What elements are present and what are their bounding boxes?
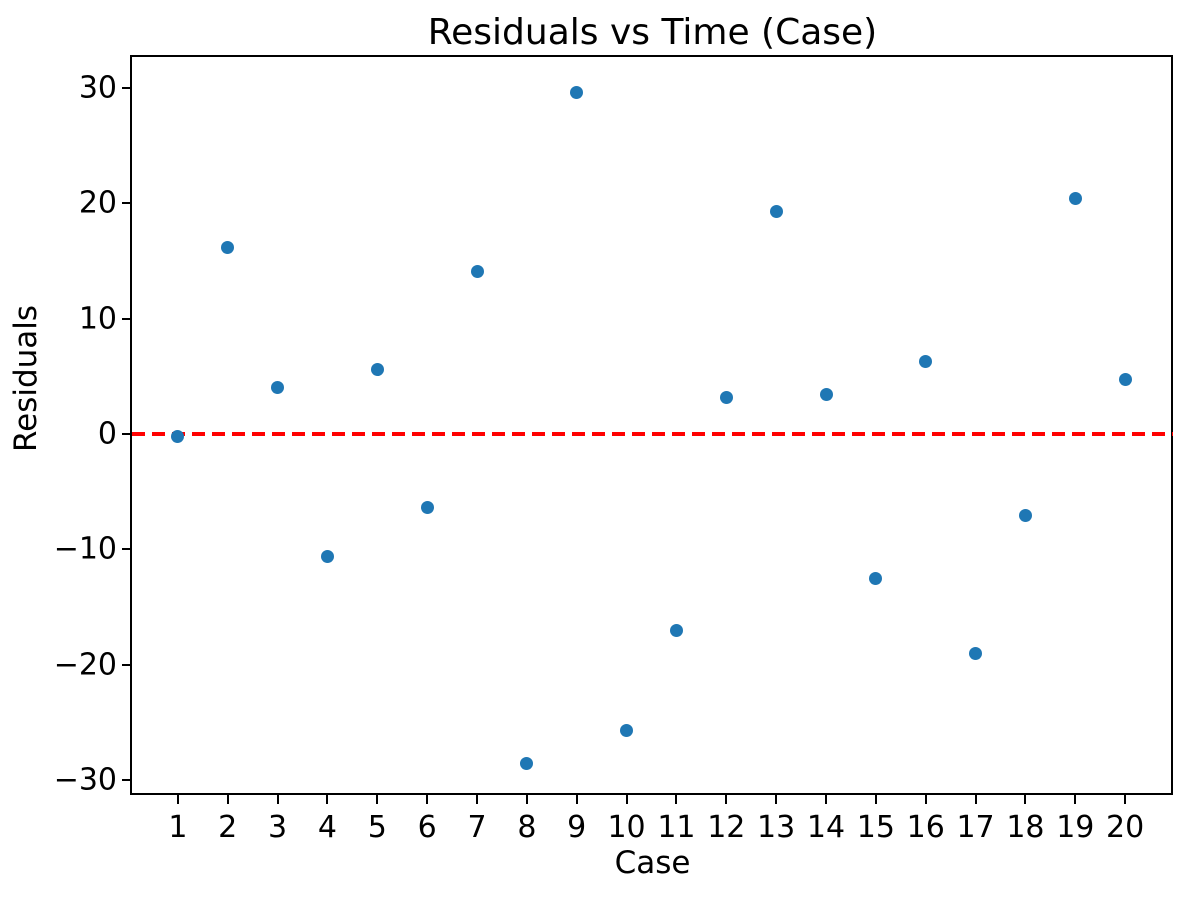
x-tick-label: 11 xyxy=(657,810,696,845)
data-point xyxy=(819,388,833,402)
y-tick-label: 0 xyxy=(97,416,117,452)
data-point xyxy=(320,549,334,563)
data-point xyxy=(769,205,783,219)
x-axis-tick xyxy=(625,795,628,804)
data-point xyxy=(370,362,384,376)
y-axis-tick xyxy=(122,663,131,666)
plot-area xyxy=(130,55,1173,795)
x-tick-label: 14 xyxy=(806,810,846,845)
zero-reference-line xyxy=(132,432,1173,437)
data-point xyxy=(1018,509,1032,523)
y-axis-tick xyxy=(122,87,131,90)
x-axis-tick xyxy=(575,795,578,804)
x-tick-label: 5 xyxy=(367,810,387,845)
data-point xyxy=(719,390,733,404)
y-tick-label: 30 xyxy=(78,70,117,106)
x-axis-tick xyxy=(725,795,728,804)
x-tick-label: 7 xyxy=(467,810,487,845)
data-point xyxy=(470,264,484,278)
x-tick-label: 8 xyxy=(517,810,537,845)
x-axis-tick xyxy=(376,795,379,804)
y-axis-tick xyxy=(122,317,131,320)
x-tick-label: 4 xyxy=(317,810,337,845)
data-point xyxy=(919,354,933,368)
x-tick-label: 19 xyxy=(1056,810,1095,845)
x-axis-tick xyxy=(1124,795,1127,804)
x-tick-label: 12 xyxy=(707,810,746,845)
x-tick-label: 10 xyxy=(607,810,646,845)
y-tick-label: −20 xyxy=(53,647,117,683)
x-axis-tick xyxy=(825,795,827,804)
y-axis-tick xyxy=(122,779,131,781)
data-point xyxy=(420,501,434,515)
y-tick-label: 10 xyxy=(78,301,117,337)
x-tick-label: 15 xyxy=(856,810,895,845)
x-axis-tick xyxy=(1024,795,1027,804)
x-tick-label: 3 xyxy=(268,810,288,845)
y-axis-tick xyxy=(122,433,131,436)
y-axis-label-text: Residuals xyxy=(8,304,44,452)
x-axis-tick xyxy=(276,795,279,804)
x-axis-tick xyxy=(974,795,977,804)
x-axis-tick xyxy=(775,795,778,804)
x-axis-tick xyxy=(426,795,429,804)
x-tick-label: 2 xyxy=(218,810,238,845)
x-tick-label: 18 xyxy=(1006,810,1045,845)
x-axis-tick xyxy=(924,795,927,804)
x-tick-label: 9 xyxy=(567,810,587,845)
x-axis-tick xyxy=(874,795,877,804)
data-point xyxy=(969,646,983,660)
x-axis-tick xyxy=(176,795,179,804)
x-tick-label: 17 xyxy=(956,810,995,845)
data-point xyxy=(869,571,883,585)
data-point xyxy=(520,757,534,771)
x-axis-label: Case xyxy=(614,845,691,881)
data-point xyxy=(171,429,185,443)
data-point xyxy=(1118,373,1132,387)
y-axis-tick xyxy=(122,202,131,205)
data-point xyxy=(669,623,683,637)
x-axis-tick xyxy=(525,795,528,804)
x-tick-label: 16 xyxy=(906,810,945,845)
y-axis-label: Residuals xyxy=(8,305,44,452)
x-tick-label: 6 xyxy=(417,810,437,845)
x-tick-label: 13 xyxy=(757,810,796,845)
x-tick-label: 20 xyxy=(1106,810,1145,845)
x-axis-tick xyxy=(326,795,329,804)
y-tick-label: −10 xyxy=(53,531,117,567)
y-axis-tick xyxy=(122,548,131,551)
y-tick-label: 20 xyxy=(78,185,117,221)
data-point xyxy=(570,86,584,100)
x-axis-tick xyxy=(226,795,229,804)
chart-title: Residuals vs Time (Case) xyxy=(427,12,878,53)
data-point xyxy=(271,381,285,395)
x-axis-tick xyxy=(675,795,678,804)
y-tick-label: −30 xyxy=(53,762,117,798)
data-point xyxy=(221,240,235,254)
x-axis-tick xyxy=(476,795,478,804)
x-tick-label: 1 xyxy=(168,810,188,845)
data-point xyxy=(1068,192,1082,206)
data-point xyxy=(620,723,634,737)
x-axis-tick xyxy=(1074,795,1077,804)
